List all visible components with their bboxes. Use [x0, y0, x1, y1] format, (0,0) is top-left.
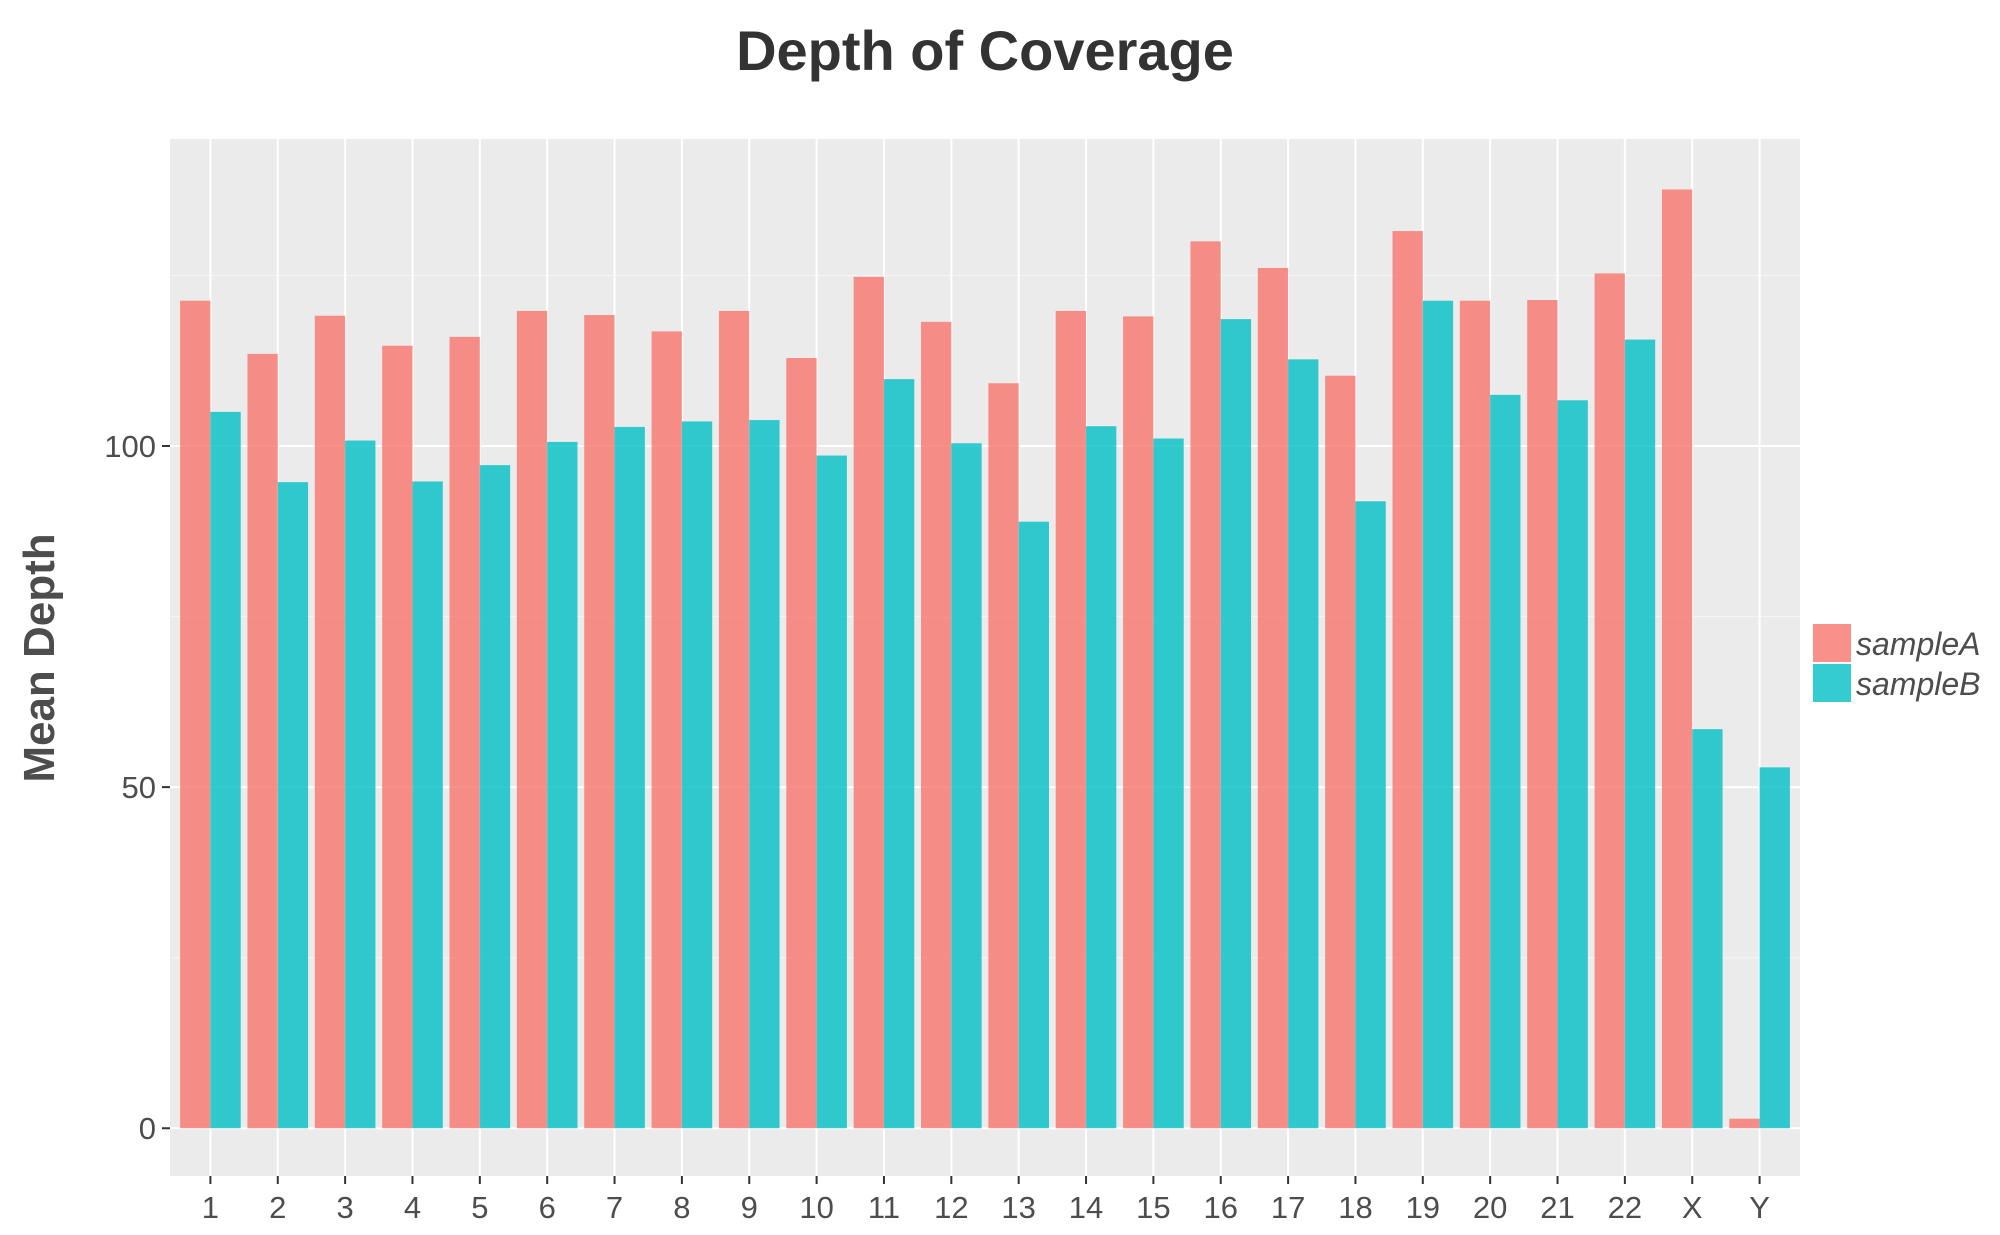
legend: sampleA sampleB: [1813, 624, 1981, 702]
bar-sampleB-17: [1288, 359, 1319, 1129]
bar-sampleB-2: [277, 482, 309, 1129]
x-tick-label: 10: [799, 1190, 833, 1225]
bar-sampleA-14: [1055, 310, 1087, 1129]
x-tick-label: 22: [1608, 1190, 1642, 1225]
x-tick-label: 5: [471, 1190, 488, 1225]
x-tick-label: 15: [1136, 1190, 1170, 1225]
bar-sampleB-21: [1557, 400, 1588, 1129]
bar-sampleA-12: [921, 321, 952, 1129]
bar-sampleB-16: [1220, 319, 1252, 1129]
x-tick-label: 11: [868, 1190, 900, 1225]
bar-sampleB-5: [479, 465, 511, 1129]
bar-sampleB-Y: [1759, 767, 1790, 1129]
legend-label-sampleA: sampleA: [1856, 626, 1981, 662]
x-tick-label: 12: [934, 1190, 968, 1225]
bar-sampleB-7: [614, 426, 645, 1129]
bar-sampleA-17: [1257, 267, 1289, 1129]
bar-sampleB-8: [681, 421, 713, 1129]
bar-sampleB-22: [1624, 339, 1656, 1129]
bar-sampleA-X: [1661, 189, 1693, 1129]
bar-sampleA-9: [718, 310, 750, 1129]
x-tick-label: 7: [606, 1190, 623, 1225]
x-tick-label: 21: [1540, 1190, 1574, 1225]
y-axis-ticks: 0 50 100: [104, 429, 170, 1146]
y-axis-label: Mean Depth: [15, 533, 64, 782]
x-tick-label: 17: [1271, 1190, 1305, 1225]
bar-sampleB-20: [1490, 394, 1521, 1129]
legend-label-sampleB: sampleB: [1856, 666, 1981, 702]
bar-sampleB-6: [547, 441, 578, 1129]
x-tick-label: 8: [673, 1190, 690, 1225]
x-tick-label: 4: [404, 1190, 421, 1225]
x-tick-label: 20: [1473, 1190, 1507, 1225]
bar-sampleA-7: [584, 315, 615, 1129]
x-tick-label: 3: [336, 1190, 353, 1225]
bar-sampleB-18: [1355, 501, 1386, 1129]
y-tick-label: 100: [104, 429, 156, 464]
bar-sampleB-X: [1692, 729, 1723, 1129]
bar-sampleA-4: [382, 345, 413, 1129]
bar-sampleA-13: [988, 383, 1019, 1129]
x-tick-label: 16: [1204, 1190, 1238, 1225]
bar-sampleB-19: [1422, 300, 1454, 1129]
bar-sampleA-21: [1527, 300, 1558, 1129]
bar-sampleB-1: [210, 411, 241, 1129]
x-tick-label: X: [1682, 1190, 1703, 1225]
bar-sampleA-18: [1325, 375, 1356, 1129]
bar-sampleA-19: [1392, 231, 1423, 1129]
bar-sampleA-22: [1594, 273, 1625, 1129]
bar-sampleA-20: [1459, 300, 1491, 1129]
bar-sampleA-3: [314, 315, 346, 1129]
x-tick-label: 9: [741, 1190, 758, 1225]
x-tick-label: 13: [1001, 1190, 1035, 1225]
x-tick-label: 6: [539, 1190, 556, 1225]
bar-sampleB-12: [951, 443, 982, 1129]
bar-sampleB-10: [816, 455, 847, 1129]
bars: [180, 189, 1790, 1129]
bar-sampleA-8: [651, 331, 682, 1129]
bar-sampleA-6: [516, 310, 548, 1129]
x-axis-ticks: 1 2 3 4 5 6 7 8 9 10 11 12 13 14 15 16 17 18 19 20 21 22 X Y: [202, 1176, 1770, 1225]
y-tick-label: 50: [122, 770, 156, 805]
bar-sampleA-15: [1123, 316, 1154, 1129]
x-tick-label: 1: [202, 1190, 219, 1225]
bar-sampleA-Y: [1729, 1118, 1760, 1129]
bar-sampleB-3: [345, 440, 376, 1129]
bar-sampleA-2: [247, 353, 278, 1129]
x-tick-label: 14: [1069, 1190, 1103, 1225]
bar-sampleA-1: [180, 300, 211, 1129]
bar-sampleA-10: [786, 357, 817, 1129]
chart-title: Depth of Coverage: [736, 19, 1234, 82]
bar-sampleA-11: [853, 276, 884, 1129]
bar-sampleB-13: [1018, 521, 1049, 1129]
x-tick-label: 19: [1406, 1190, 1440, 1225]
legend-key-sampleB: [1813, 664, 1851, 702]
bar-sampleB-9: [749, 420, 780, 1129]
x-tick-label: 2: [269, 1190, 286, 1225]
x-tick-label: Y: [1749, 1190, 1770, 1225]
bar-sampleA-5: [449, 336, 480, 1129]
legend-key-sampleA: [1813, 624, 1851, 662]
x-tick-label: 18: [1338, 1190, 1372, 1225]
bar-sampleB-14: [1086, 426, 1117, 1129]
bar-sampleA-16: [1190, 241, 1221, 1129]
bar-sampleB-4: [412, 481, 443, 1129]
y-tick-label: 0: [139, 1111, 156, 1146]
bar-sampleB-11: [883, 379, 915, 1129]
bar-sampleB-15: [1153, 438, 1184, 1129]
